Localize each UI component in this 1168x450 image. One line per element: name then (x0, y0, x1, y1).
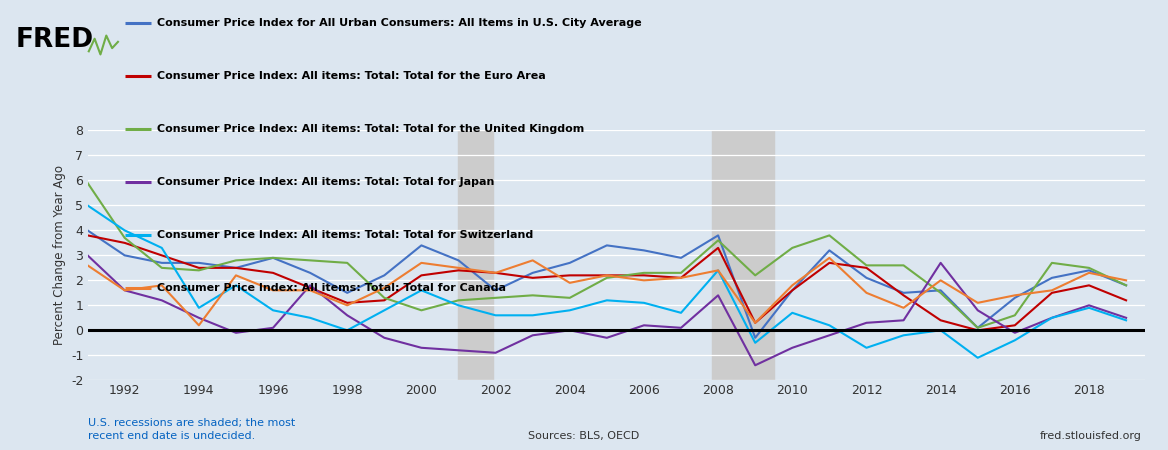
Text: fred.stlouisfed.org: fred.stlouisfed.org (1040, 431, 1141, 441)
Text: Consumer Price Index: All items: Total: Total for Canada: Consumer Price Index: All items: Total: … (157, 283, 506, 293)
Text: U.S. recessions are shaded; the most
recent end date is undecided.: U.S. recessions are shaded; the most rec… (88, 418, 294, 441)
Bar (711, 130, 773, 380)
Text: Sources: BLS, OECD: Sources: BLS, OECD (528, 431, 640, 441)
Text: Consumer Price Index for All Urban Consumers: All Items in U.S. City Average: Consumer Price Index for All Urban Consu… (157, 18, 641, 27)
Text: Consumer Price Index: All items: Total: Total for the United Kingdom: Consumer Price Index: All items: Total: … (157, 124, 584, 134)
Bar (459, 130, 493, 380)
Text: Consumer Price Index: All items: Total: Total for Japan: Consumer Price Index: All items: Total: … (157, 177, 494, 187)
Text: Consumer Price Index: All items: Total: Total for the Euro Area: Consumer Price Index: All items: Total: … (157, 71, 545, 81)
Text: FRED: FRED (15, 27, 93, 53)
Y-axis label: Percent Change from Year Ago: Percent Change from Year Ago (53, 166, 65, 346)
Text: Consumer Price Index: All items: Total: Total for Switzerland: Consumer Price Index: All items: Total: … (157, 230, 533, 240)
